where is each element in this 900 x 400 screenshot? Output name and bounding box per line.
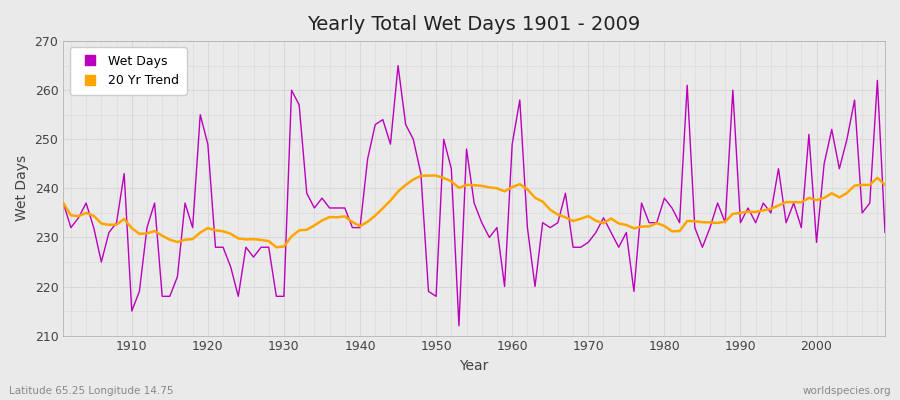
Line: Wet Days: Wet Days <box>63 66 885 326</box>
Wet Days <box>613 245 624 250</box>
Wet Days <box>286 88 297 92</box>
Wet Days <box>515 98 526 102</box>
20 Yr Trend <box>339 214 350 219</box>
Wet Days <box>522 225 533 230</box>
20 Yr Trend <box>515 182 526 186</box>
Wet Days <box>879 230 890 235</box>
Line: 20 Yr Trend: 20 Yr Trend <box>63 176 885 247</box>
Wet Days <box>454 323 464 328</box>
20 Yr Trend <box>522 187 533 192</box>
20 Yr Trend <box>879 182 890 187</box>
Text: Latitude 65.25 Longitude 14.75: Latitude 65.25 Longitude 14.75 <box>9 386 174 396</box>
Y-axis label: Wet Days: Wet Days <box>15 155 29 222</box>
20 Yr Trend <box>293 228 304 233</box>
20 Yr Trend <box>119 216 130 221</box>
Wet Days <box>332 206 343 210</box>
Text: worldspecies.org: worldspecies.org <box>803 386 891 396</box>
X-axis label: Year: Year <box>460 359 489 373</box>
Wet Days <box>392 63 403 68</box>
20 Yr Trend <box>613 221 624 226</box>
20 Yr Trend <box>271 245 282 250</box>
20 Yr Trend <box>423 173 434 178</box>
20 Yr Trend <box>58 201 68 206</box>
Title: Yearly Total Wet Days 1901 - 2009: Yearly Total Wet Days 1901 - 2009 <box>308 15 641 34</box>
Wet Days <box>58 201 68 206</box>
Legend: Wet Days, 20 Yr Trend: Wet Days, 20 Yr Trend <box>69 47 187 95</box>
Wet Days <box>119 171 130 176</box>
